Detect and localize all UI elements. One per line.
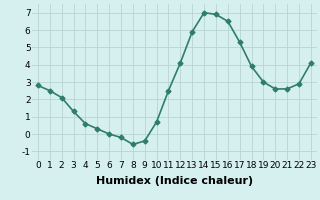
X-axis label: Humidex (Indice chaleur): Humidex (Indice chaleur) bbox=[96, 176, 253, 186]
